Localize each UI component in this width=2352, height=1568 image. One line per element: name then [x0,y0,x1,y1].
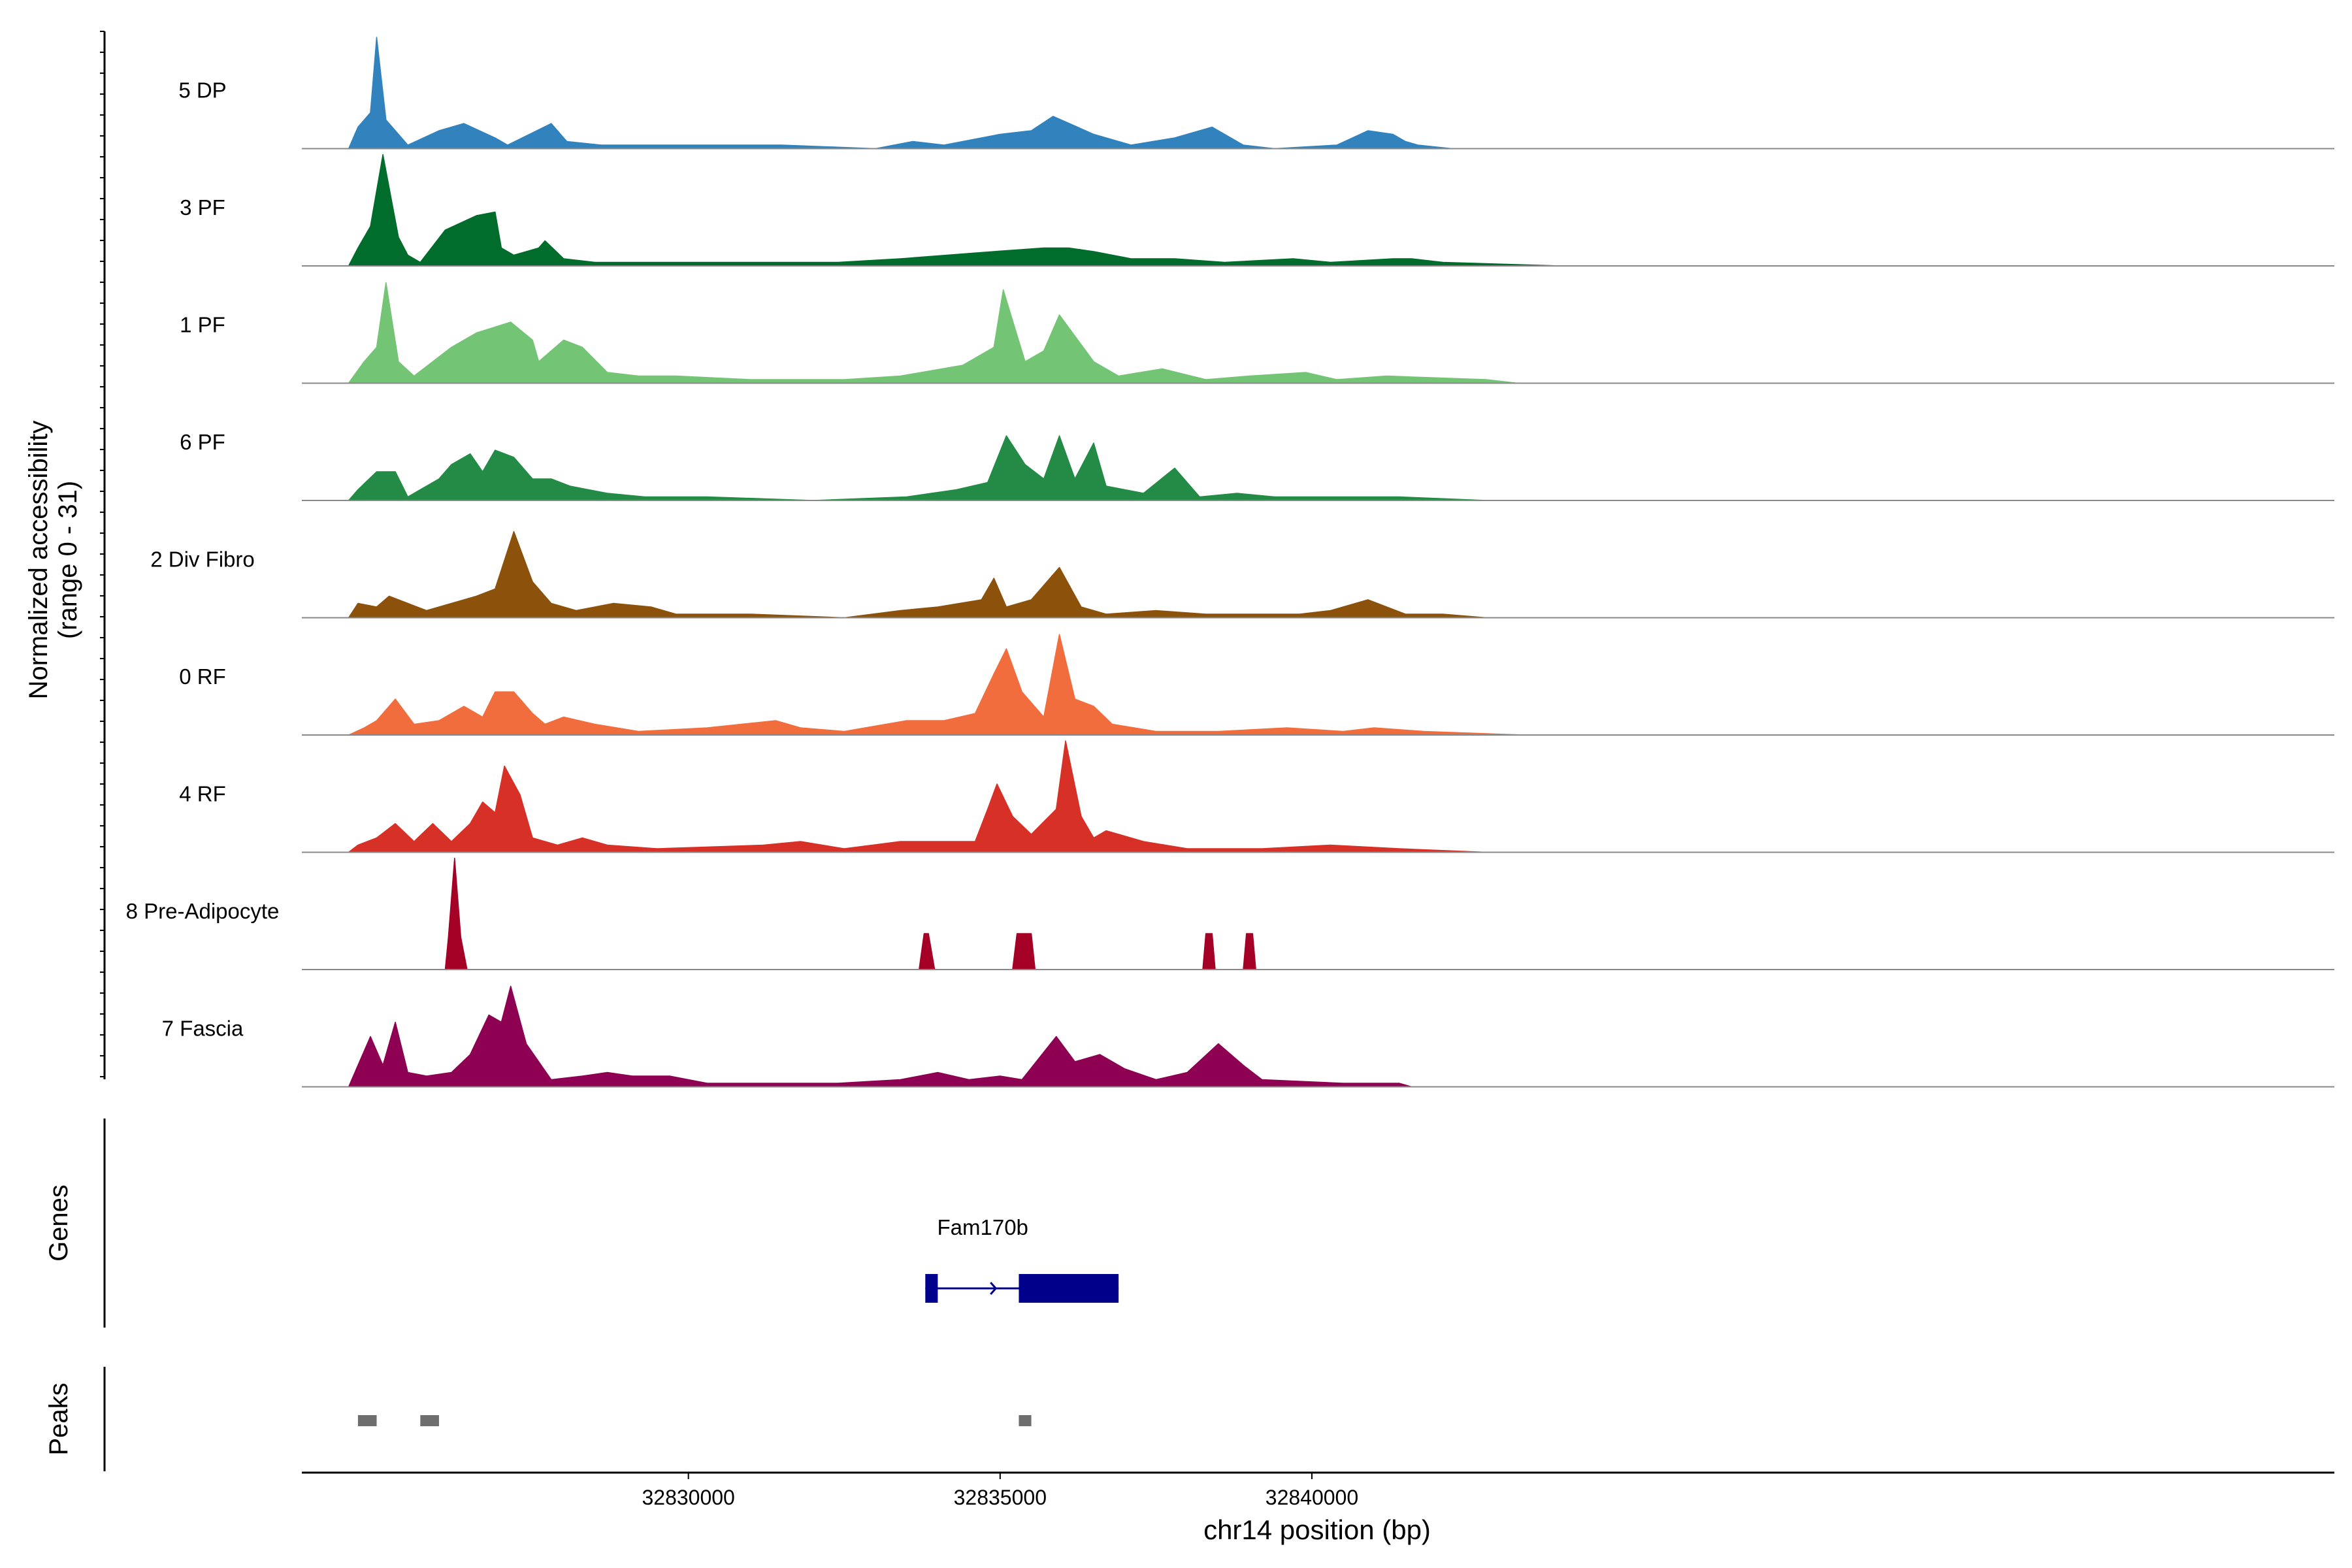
peak-bar [420,1415,439,1426]
track-area [348,37,1453,150]
genes-panel-label: Genes [44,1184,73,1262]
track-1: 3 PF [180,154,2334,267]
track-3: 6 PF [180,430,2334,501]
track-label: 5 DP [178,78,226,103]
x-axis-ticks: 32830000 32835000 32840000 [642,1473,1358,1509]
peaks-panel-label: Peaks [44,1382,73,1455]
track-label: 4 RF [179,782,226,806]
x-tick-label: 32840000 [1266,1486,1358,1509]
track-6: 4 RF [179,740,2334,853]
track-label: 2 Div Fibro [150,547,255,572]
track-label: 8 Pre-Adipocyte [126,899,280,923]
track-area [348,634,1525,736]
peak-regions [357,1415,1032,1426]
track-0: 5 DP [178,37,2334,150]
gene-Fam170b: Fam170b [925,1215,1119,1303]
x-tick-label: 32830000 [642,1486,734,1509]
track-area [444,857,1256,970]
x-tick-label: 32835000 [954,1486,1047,1509]
gene-exon [1019,1274,1119,1303]
gene-label: Fam170b [937,1215,1028,1239]
track-area [348,154,1562,267]
track-area [348,435,1487,501]
track-label: 1 PF [180,313,225,337]
track-area [348,740,1487,853]
track-label: 7 Fascia [162,1017,244,1041]
track-8: 7 Fascia [162,985,2334,1088]
track-label: 0 RF [179,664,226,689]
track-label: 6 PF [180,430,225,454]
track-label: 3 PF [180,195,225,220]
gene-exon [925,1274,938,1303]
track-2: 1 PF [180,282,2334,384]
x-axis-title: chr14 position (bp) [1203,1514,1431,1545]
track-5: 0 RF [179,634,2334,736]
coverage-tracks: 5 DP 3 PF 1 PF 6 PF 2 Div Fibro 0 RF 4 RF 8 Pre… [126,37,2334,1088]
peak-bar [357,1415,377,1426]
gene-annotations: Fam170b [925,1215,1119,1303]
track-4: 2 Div Fibro [150,531,2334,619]
y-axis-title: Normalized accessibility [24,421,53,700]
track-area [348,531,1487,619]
track-area [348,985,1413,1088]
strand-arrow [990,1282,998,1295]
track-area [348,282,1518,384]
coverage-y-ticks [100,31,105,1077]
y-axis-title-range: (range 0 - 31) [54,481,82,639]
peak-bar [1019,1415,1032,1426]
track-7: 8 Pre-Adipocyte [126,857,2334,970]
